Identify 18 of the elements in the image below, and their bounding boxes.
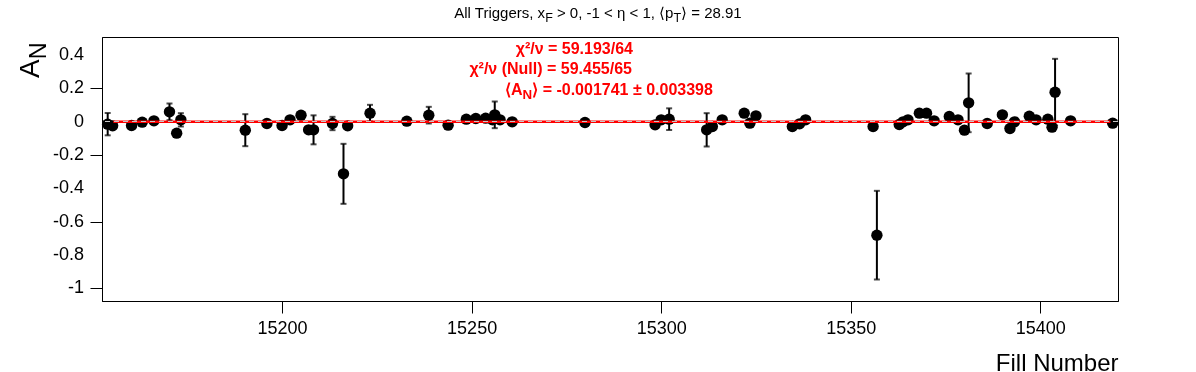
annotation: χ²/ν (Null) = 59.455/65: [469, 60, 632, 78]
annotation: χ²/ν = 59.193/64: [515, 40, 633, 58]
chart-title: All Triggers, x$_{F}$ > 0, -1 < η < 1, ⟨p$_{T}$⟩ = 28.91: [453, 4, 743, 25]
x-tick-label: 15250: [447, 317, 498, 338]
x-tick-label: 15200: [257, 317, 308, 338]
y-tick-label: 0.2: [58, 77, 84, 98]
y-tick-label: -1: [67, 277, 84, 298]
x-tick-label: 15300: [636, 317, 687, 338]
annotation: ⟨A$_{N}$⟩ = -0.001741 ± 0.003398: [505, 80, 713, 103]
y-tick-label: -0.2: [52, 143, 84, 164]
x-tick-label: 15350: [826, 317, 877, 338]
x-axis-title: Fill Number: [995, 348, 1119, 372]
x-tick-label: 15400: [1015, 317, 1066, 338]
y-tick-label: -0.8: [52, 243, 84, 264]
y-tick-label: 0.4: [58, 43, 84, 64]
y-tick-label: -0.4: [52, 177, 84, 198]
y-tick-label: 0: [73, 110, 84, 131]
y-tick-label: -0.6: [52, 210, 84, 231]
